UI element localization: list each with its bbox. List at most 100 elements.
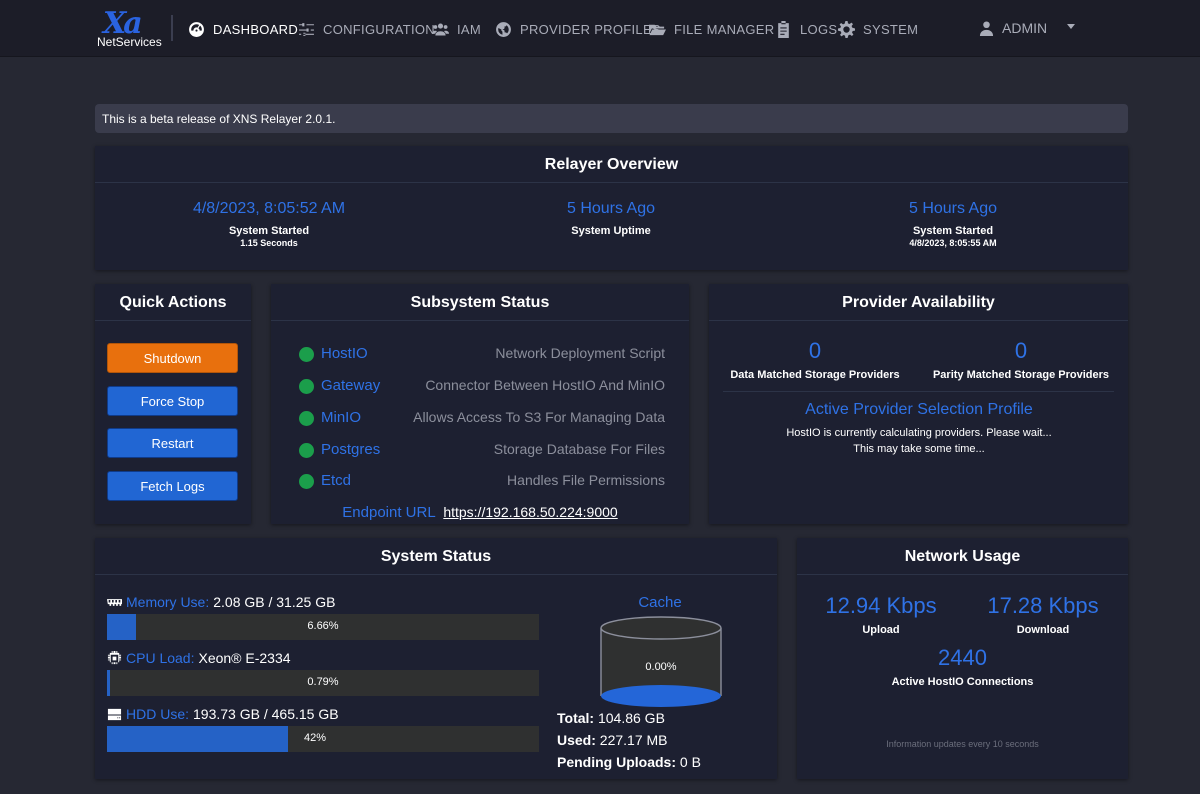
panel-title: Subsystem Status xyxy=(271,284,689,321)
nav-item-provider-profiles[interactable]: Provider Profiles xyxy=(495,19,661,39)
stat-value: 17.28 Kbps xyxy=(987,593,1099,618)
stat-sublabel: 1.15 Seconds xyxy=(240,238,298,248)
memory-row: Memory Use: 2.08 GB / 31.25 GB xyxy=(107,594,335,610)
endpoint-label: Endpoint URL xyxy=(342,504,436,521)
subsystem-desc: Network Deployment Script xyxy=(495,345,665,361)
overview-system-started-2: 5 Hours Ago System Started 4/8/2023, 8:0… xyxy=(773,200,1133,248)
status-dot xyxy=(299,379,314,394)
subsystem-name: HostIO xyxy=(321,345,368,362)
cache-total-value: 104.86 GB xyxy=(597,710,665,726)
subsystem-desc: Connector Between HostIO And MinIO xyxy=(425,377,665,393)
system-status-panel: System Status Memory Use: 2.08 GB / 31.2… xyxy=(95,538,777,779)
subsystem-name: Postgres xyxy=(321,441,381,458)
cpu-progress-fill xyxy=(107,670,111,696)
active-profile-title: Active Provider Selection Profile xyxy=(805,401,1033,418)
parity-matched-stat: 0 Parity Matched Storage Providers xyxy=(916,338,1126,381)
cache-used-key: Used: xyxy=(557,732,596,748)
memory-icon xyxy=(107,598,122,606)
hdd-progress-bar: 42% xyxy=(107,726,539,752)
cache-pending: Pending Uploads: 0 B xyxy=(557,754,701,770)
relayer-overview-panel: Relayer Overview 4/8/2023, 8:05:52 AM Sy… xyxy=(95,146,1128,270)
quick-actions-panel: Quick Actions Shutdown Force Stop Restar… xyxy=(95,284,251,524)
subsystem-row-minio: MinIO Allows Access To S3 For Managing D… xyxy=(299,408,665,428)
hard-drive-icon xyxy=(107,708,122,720)
fetch-logs-button[interactable]: Fetch Logs xyxy=(107,471,238,501)
download-stat: 17.28 Kbps Download xyxy=(959,593,1127,636)
panel-title: Provider Availability xyxy=(709,284,1128,321)
overview-system-started: 4/8/2023, 8:05:52 AM System Started 1.15… xyxy=(89,200,449,248)
subsystem-name: Etcd xyxy=(321,472,352,489)
folder-icon xyxy=(649,24,666,35)
stat-value: 0 xyxy=(1014,338,1028,363)
users-icon xyxy=(432,23,449,35)
data-matched-stat: 0 Data Matched Storage Providers xyxy=(710,338,920,381)
memory-percent: 6.66% xyxy=(307,620,339,632)
hdd-key: HDD Use: xyxy=(126,706,190,722)
status-dot xyxy=(299,347,314,362)
logo-text: NetServices xyxy=(97,35,162,49)
panel-title: Network Usage xyxy=(797,538,1128,575)
stat-value: 2440 xyxy=(938,645,987,670)
nav-label: Configuration xyxy=(323,21,435,37)
provider-availability-panel: Provider Availability 0 Data Matched Sto… xyxy=(709,284,1128,524)
status-dot xyxy=(299,474,314,489)
subsystem-desc: Handles File Permissions xyxy=(507,472,665,488)
cpu-row: CPU Load: Xeon® E-2334 xyxy=(107,650,291,666)
nav-label: Dashboard xyxy=(213,21,299,37)
hdd-progress-fill xyxy=(107,726,289,752)
restart-button[interactable]: Restart xyxy=(107,428,238,458)
subsystem-row-gateway: Gateway Connector Between HostIO And Min… xyxy=(299,376,665,396)
stat-value: 4/8/2023, 8:05:52 AM xyxy=(192,200,346,217)
cpu-progress-bar: 0.79% xyxy=(107,670,539,696)
brand-logo[interactable]: Xa NetServices xyxy=(97,6,163,50)
user-menu[interactable]: ADMIN xyxy=(979,20,1076,36)
beta-notice: This is a beta release of XNS Relayer 2.… xyxy=(95,104,1128,133)
shutdown-button[interactable]: Shutdown xyxy=(107,343,238,373)
cache-used: Used: 227.17 MB xyxy=(557,732,668,748)
nav-item-logs[interactable]: Logs xyxy=(775,19,837,39)
user-icon xyxy=(979,20,994,36)
panel-title: System Status xyxy=(95,538,777,575)
nav-item-system[interactable]: System xyxy=(838,19,918,39)
endpoint-row: Endpoint URL https://192.168.50.224:9000 xyxy=(271,504,689,521)
subsystem-desc: Allows Access To S3 For Managing Data xyxy=(413,409,665,425)
subsystem-name: Gateway xyxy=(321,377,381,394)
nav-item-configuration[interactable]: Configuration xyxy=(298,19,435,39)
top-navbar: Xa NetServices Dashboard Configuration I… xyxy=(0,0,1200,57)
stat-label: Data Matched Storage Providers xyxy=(730,369,900,381)
memory-key: Memory Use: xyxy=(126,594,210,610)
cpu-percent: 0.79% xyxy=(307,676,339,688)
stat-label: Parity Matched Storage Providers xyxy=(932,369,1110,381)
cache-used-value: 227.17 MB xyxy=(599,732,668,748)
cpu-icon xyxy=(107,650,122,664)
hdd-value: 193.73 GB / 465.15 GB xyxy=(193,706,339,722)
clipboard-icon xyxy=(778,20,789,38)
nav-item-dashboard[interactable]: Dashboard xyxy=(188,19,298,39)
endpoint-url-link[interactable]: https://192.168.50.224:9000 xyxy=(443,504,618,520)
stat-label: System Uptime xyxy=(571,225,651,237)
cache-pending-key: Pending Uploads: xyxy=(557,754,676,770)
nav-label: Logs xyxy=(800,21,838,37)
hdd-percent: 42% xyxy=(304,732,327,744)
nav-item-iam[interactable]: IAM xyxy=(432,19,481,39)
subsystem-status-panel: Subsystem Status HostIO Network Deployme… xyxy=(271,284,689,524)
overview-system-uptime: 5 Hours Ago System Uptime xyxy=(431,200,791,237)
update-note: Information updates every 10 seconds xyxy=(886,739,1039,749)
connections-stat: 2440 Active HostIO Connections xyxy=(797,645,1128,688)
provider-message-2: This may take some time... xyxy=(853,443,985,455)
panel-title: Relayer Overview xyxy=(95,146,1128,183)
subsystem-name: MinIO xyxy=(321,409,362,426)
cpu-value: Xeon® E-2334 xyxy=(198,650,291,666)
force-stop-button[interactable]: Force Stop xyxy=(107,386,238,416)
nav-item-file-manager[interactable]: File Manager xyxy=(649,19,774,39)
cache-total-key: Total: xyxy=(557,710,595,726)
stat-value: 0 xyxy=(808,338,822,363)
subsystem-desc: Storage Database For Files xyxy=(493,441,665,457)
chevron-down-icon xyxy=(1067,23,1076,29)
nav-label: System xyxy=(863,21,919,37)
stat-sublabel: 4/8/2023, 8:05:55 AM xyxy=(909,238,997,248)
sliders-icon xyxy=(299,22,314,36)
nav-divider xyxy=(171,15,173,41)
panel-title: Quick Actions xyxy=(95,284,251,321)
stat-label: System Started xyxy=(228,225,310,237)
